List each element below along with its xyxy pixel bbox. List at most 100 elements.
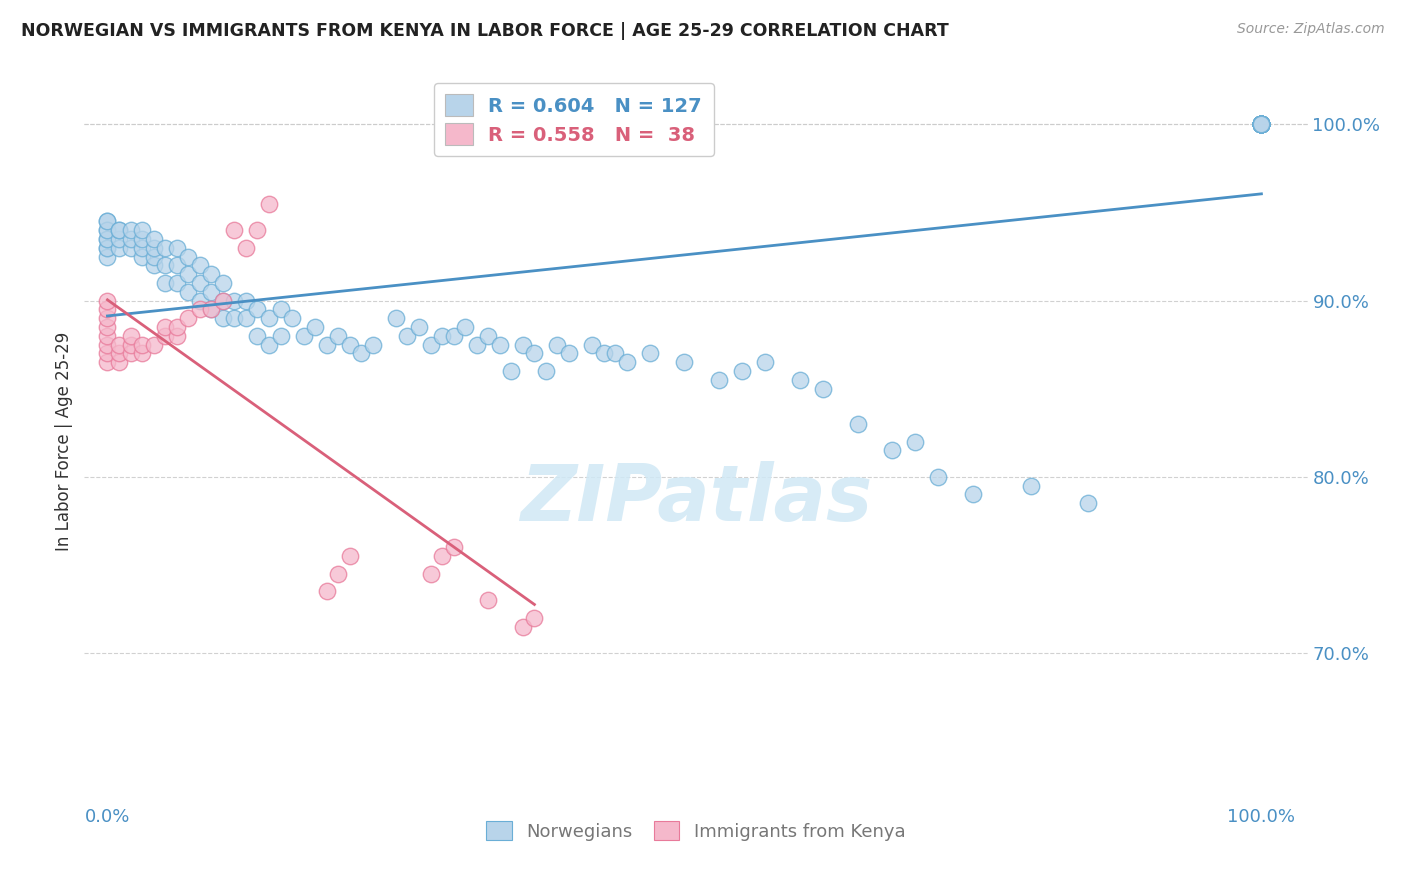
Y-axis label: In Labor Force | Age 25-29: In Labor Force | Age 25-29 bbox=[55, 332, 73, 551]
Point bbox=[120, 337, 142, 351]
Point bbox=[142, 232, 165, 246]
Point bbox=[465, 337, 488, 351]
Point bbox=[120, 241, 142, 255]
Point bbox=[1019, 478, 1042, 492]
Point bbox=[1250, 117, 1272, 131]
Point bbox=[754, 355, 776, 369]
Point bbox=[257, 196, 280, 211]
Point bbox=[419, 566, 441, 581]
Point bbox=[270, 328, 292, 343]
Point bbox=[1250, 117, 1272, 131]
Point bbox=[339, 337, 361, 351]
Point bbox=[1250, 117, 1272, 131]
Point bbox=[108, 346, 131, 360]
Point bbox=[188, 302, 211, 317]
Text: NORWEGIAN VS IMMIGRANTS FROM KENYA IN LABOR FORCE | AGE 25-29 CORRELATION CHART: NORWEGIAN VS IMMIGRANTS FROM KENYA IN LA… bbox=[21, 22, 949, 40]
Point bbox=[211, 293, 233, 308]
Point bbox=[96, 241, 118, 255]
Point bbox=[1250, 117, 1272, 131]
Text: ZIPatlas: ZIPatlas bbox=[520, 461, 872, 537]
Point bbox=[592, 346, 614, 360]
Point bbox=[96, 302, 118, 317]
Point bbox=[120, 232, 142, 246]
Point bbox=[153, 276, 176, 290]
Point bbox=[235, 293, 257, 308]
Text: Source: ZipAtlas.com: Source: ZipAtlas.com bbox=[1237, 22, 1385, 37]
Point bbox=[96, 223, 118, 237]
Point bbox=[523, 611, 546, 625]
Point bbox=[547, 337, 569, 351]
Point bbox=[166, 258, 188, 272]
Point bbox=[1250, 117, 1272, 131]
Point bbox=[1250, 117, 1272, 131]
Point bbox=[1250, 117, 1272, 131]
Point bbox=[96, 232, 118, 246]
Point bbox=[108, 232, 131, 246]
Point bbox=[385, 311, 408, 326]
Point bbox=[512, 619, 534, 633]
Point bbox=[153, 258, 176, 272]
Point bbox=[96, 293, 118, 308]
Point bbox=[1250, 117, 1272, 131]
Point bbox=[731, 364, 754, 378]
Point bbox=[96, 355, 118, 369]
Point bbox=[246, 302, 269, 317]
Point bbox=[142, 241, 165, 255]
Point bbox=[96, 337, 118, 351]
Point bbox=[477, 593, 499, 607]
Point bbox=[211, 293, 233, 308]
Point bbox=[512, 337, 534, 351]
Point bbox=[200, 302, 222, 317]
Point bbox=[315, 337, 337, 351]
Point bbox=[1250, 117, 1272, 131]
Point bbox=[96, 214, 118, 228]
Point bbox=[523, 346, 546, 360]
Point bbox=[166, 328, 188, 343]
Point bbox=[904, 434, 927, 449]
Point bbox=[1250, 117, 1272, 131]
Point bbox=[153, 328, 176, 343]
Point bbox=[534, 364, 557, 378]
Point bbox=[1250, 117, 1272, 131]
Point bbox=[131, 346, 153, 360]
Point bbox=[108, 337, 131, 351]
Point bbox=[166, 241, 188, 255]
Point bbox=[408, 320, 430, 334]
Point bbox=[962, 487, 984, 501]
Point bbox=[707, 373, 730, 387]
Point bbox=[396, 328, 419, 343]
Point bbox=[927, 470, 949, 484]
Point bbox=[1250, 117, 1272, 131]
Point bbox=[166, 276, 188, 290]
Point bbox=[1250, 117, 1272, 131]
Point bbox=[200, 302, 222, 317]
Point bbox=[328, 328, 350, 343]
Point bbox=[257, 337, 280, 351]
Point bbox=[257, 311, 280, 326]
Point bbox=[581, 337, 603, 351]
Point bbox=[96, 328, 118, 343]
Point bbox=[1250, 117, 1272, 131]
Point bbox=[96, 232, 118, 246]
Point bbox=[430, 328, 453, 343]
Point bbox=[153, 320, 176, 334]
Point bbox=[638, 346, 661, 360]
Point bbox=[443, 328, 465, 343]
Point bbox=[188, 258, 211, 272]
Point bbox=[1250, 117, 1272, 131]
Point bbox=[224, 311, 246, 326]
Point bbox=[188, 276, 211, 290]
Point bbox=[131, 232, 153, 246]
Point bbox=[108, 223, 131, 237]
Point bbox=[108, 241, 131, 255]
Point bbox=[1250, 117, 1272, 131]
Point bbox=[177, 267, 200, 281]
Point bbox=[270, 302, 292, 317]
Point bbox=[96, 320, 118, 334]
Point bbox=[605, 346, 627, 360]
Point bbox=[1250, 117, 1272, 131]
Point bbox=[224, 293, 246, 308]
Point bbox=[120, 328, 142, 343]
Point bbox=[361, 337, 384, 351]
Point bbox=[1250, 117, 1272, 131]
